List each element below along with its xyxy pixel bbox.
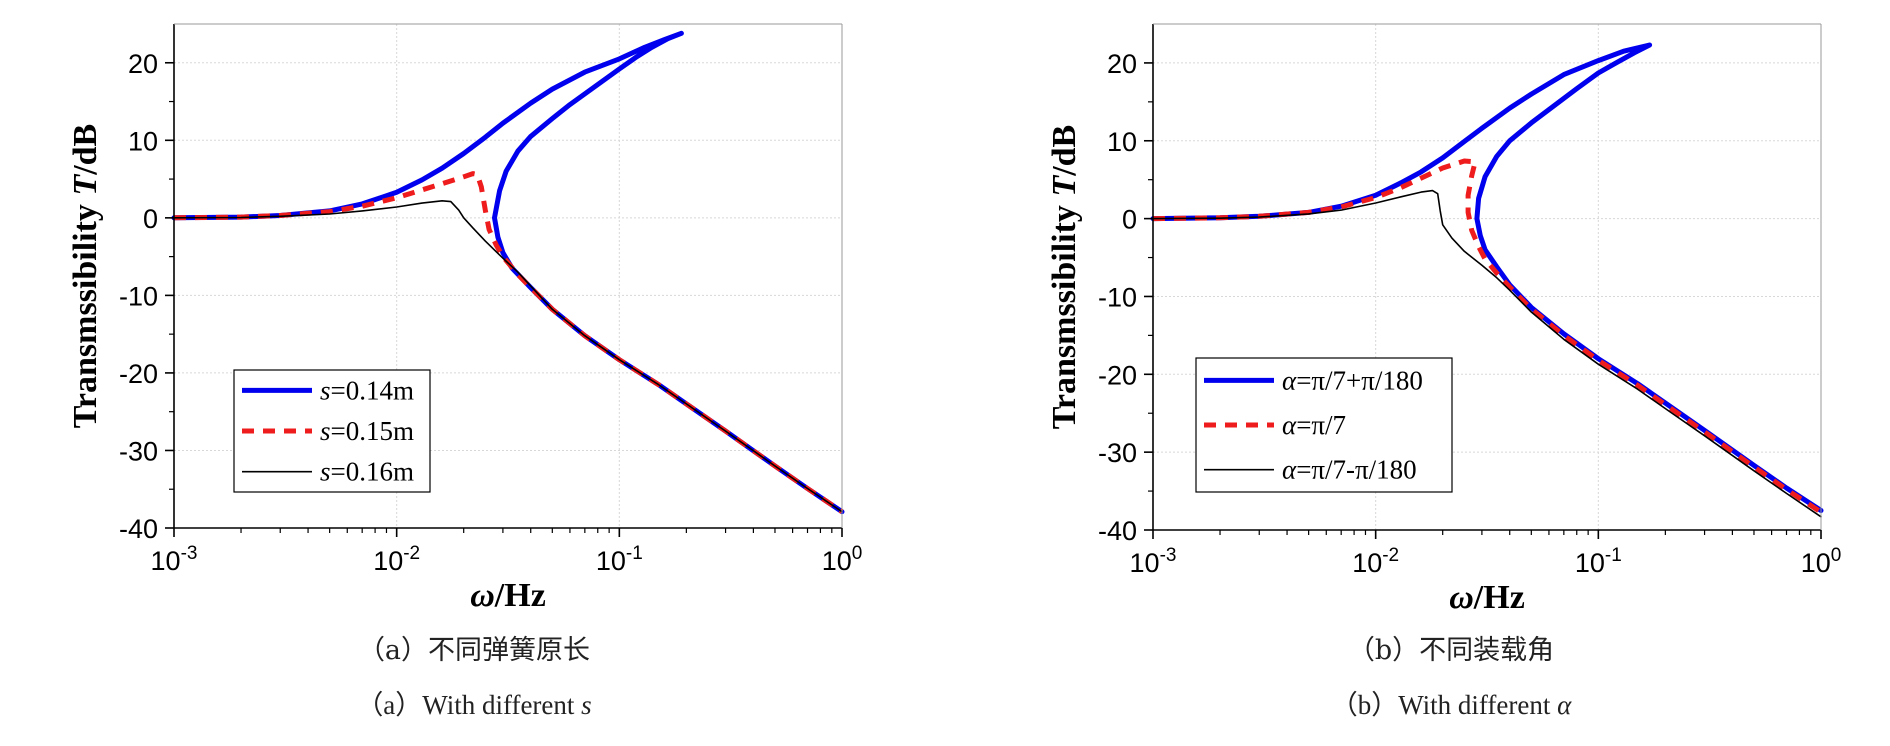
legend-label-b-0: α=π/7+π/180 xyxy=(1282,365,1423,395)
ytick-label-a-6: -40 xyxy=(119,514,158,544)
xtick-label-a-2: 10-1 xyxy=(596,543,643,576)
caption-a-en-prefix: （a）With different xyxy=(356,690,582,720)
caption-b-en-prefix: （b）With different xyxy=(1330,690,1558,720)
ytick-label-b-1: 10 xyxy=(1107,127,1137,157)
y-axis-label-a: Transmssibility T/dB xyxy=(67,124,104,429)
ytick-label-a-3: -10 xyxy=(119,281,158,311)
ytick-label-b-3: -10 xyxy=(1098,282,1137,312)
ytick-label-a-4: -20 xyxy=(119,359,158,389)
xtick-label-a-3: 100 xyxy=(822,543,863,576)
caption-b-en: （b）With different α xyxy=(1101,683,1801,722)
caption-a-en-symbol: s xyxy=(581,690,592,720)
xtick-label-b-1: 10-2 xyxy=(1352,545,1399,578)
ytick-label-b-0: 20 xyxy=(1107,49,1137,79)
caption-b-en-symbol: α xyxy=(1557,690,1572,720)
ytick-label-b-5: -30 xyxy=(1098,438,1137,468)
ytick-label-a-5: -30 xyxy=(119,436,158,466)
legend-label-a-0: s=0.14m xyxy=(320,375,414,405)
xtick-label-a-0: 10-3 xyxy=(151,543,198,576)
caption-b-cn: （b）不同装载角 xyxy=(1347,635,1555,666)
x-axis-label-b: ω/Hz xyxy=(1449,579,1525,616)
xtick-label-b-2: 10-1 xyxy=(1575,545,1622,578)
ytick-label-b-4: -20 xyxy=(1098,360,1137,390)
legend-label-b-1: α=π/7 xyxy=(1282,410,1346,440)
xtick-label-b-3: 100 xyxy=(1801,545,1842,578)
ytick-label-a-0: 20 xyxy=(128,49,158,79)
ytick-label-a-2: 0 xyxy=(143,204,158,234)
series-line-a-2 xyxy=(173,200,843,513)
ytick-label-b-6: -40 xyxy=(1098,516,1137,546)
caption-a-cn: （a）不同弹簧原长 xyxy=(357,635,591,666)
y-axis-label-b: Transmssibility T/dB xyxy=(1046,125,1083,430)
ytick-label-a-1: 10 xyxy=(128,126,158,156)
legend-a: s=0.14m s=0.15m s=0.16m xyxy=(233,369,431,493)
series-line-b-2 xyxy=(1152,189,1822,518)
x-axis-label-a: ω/Hz xyxy=(470,577,546,614)
legend-b: α=π/7+π/180 α=π/7 α=π/7-π/180 xyxy=(1195,357,1453,493)
legend-label-b-2: α=π/7-π/180 xyxy=(1282,455,1417,485)
legend-label-a-1: s=0.15m xyxy=(320,416,414,446)
xtick-label-b-0: 10-3 xyxy=(1130,545,1177,578)
caption-a-en: （a）With different s xyxy=(124,683,824,722)
legend-label-a-2: s=0.16m xyxy=(320,457,414,487)
ytick-label-b-2: 0 xyxy=(1122,205,1137,235)
xtick-label-a-1: 10-2 xyxy=(373,543,420,576)
